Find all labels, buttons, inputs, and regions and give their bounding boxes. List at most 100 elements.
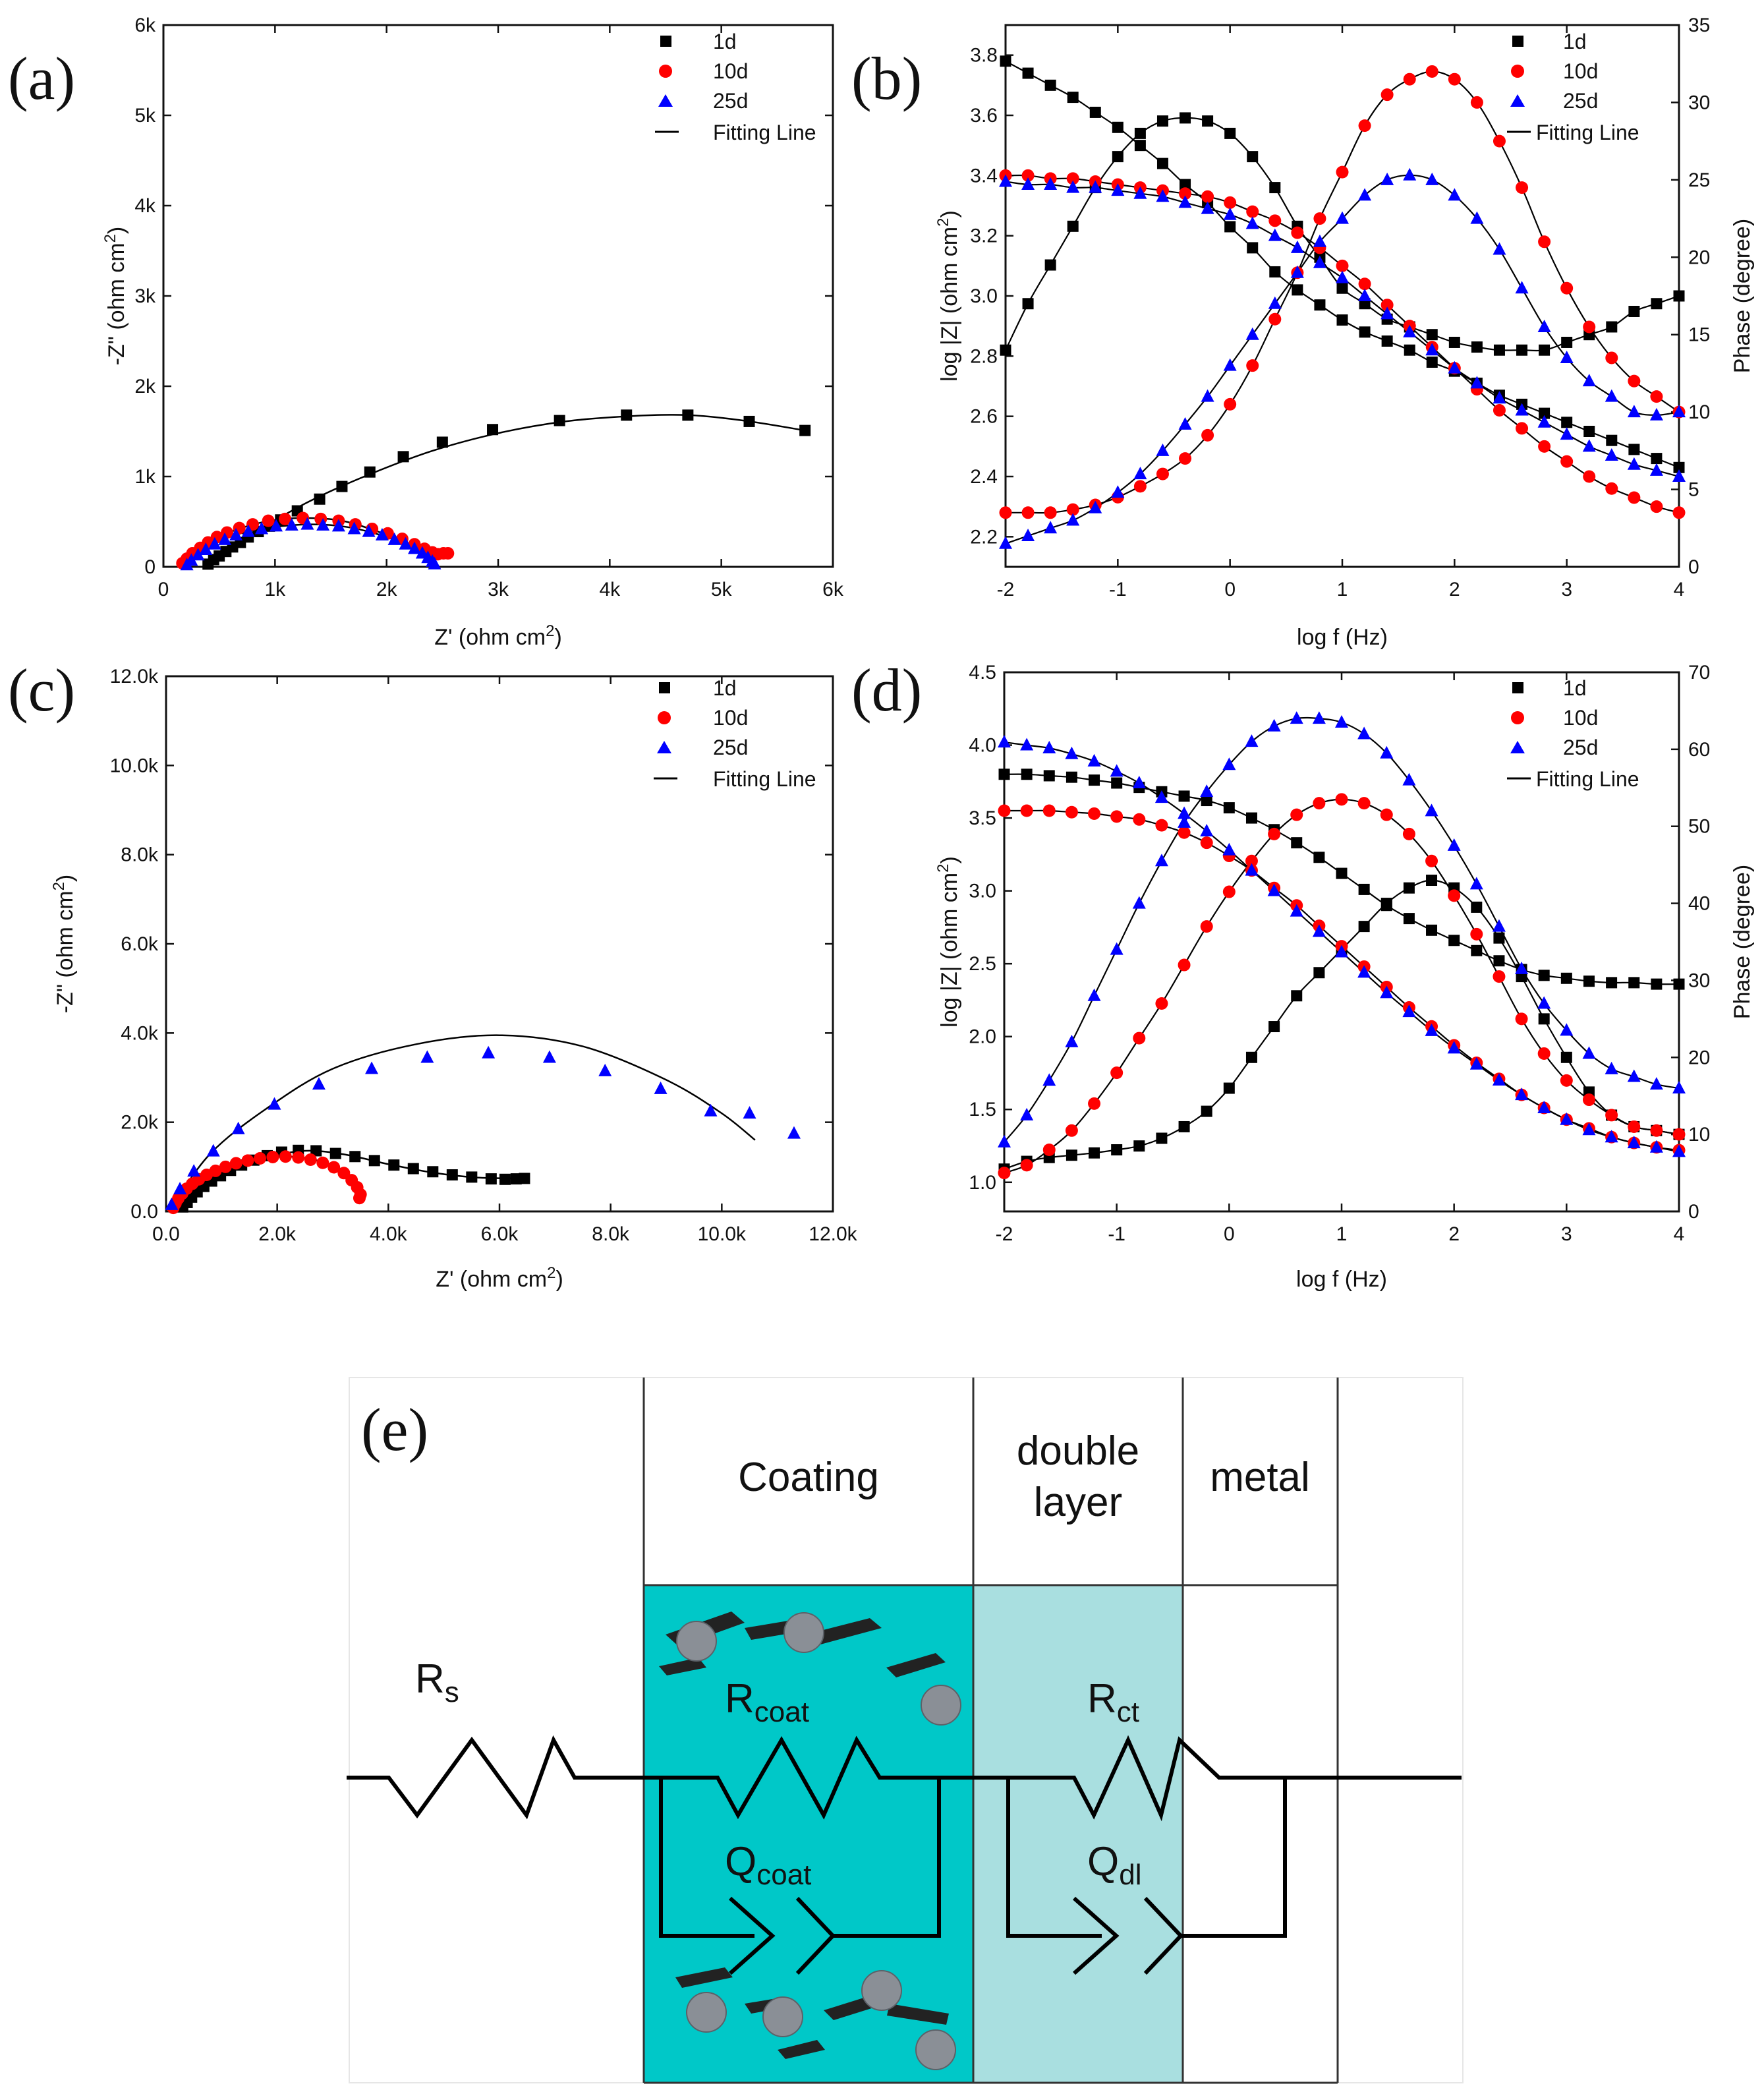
x-tick-label: 5k <box>711 579 733 600</box>
fitting-line-10d-Z- <box>1005 174 1680 513</box>
double-layer-region <box>973 1585 1183 2083</box>
data-point-1d-phase <box>1178 1120 1190 1132</box>
panel-c-nyquist: (c) 0.0 2.0k 4.0k 6.0k 8.0k 10.0k 12.0k 0.0 2.0k… <box>8 656 858 1292</box>
data-point-1d <box>799 424 811 436</box>
data-point-25d <box>420 1050 434 1063</box>
resistor-rct <box>971 1735 1462 1822</box>
y-tick-label: 6.0k <box>121 933 159 955</box>
data-point-10d-phase <box>1380 88 1394 102</box>
y-tick-label: 3.0 <box>969 881 996 902</box>
data-point-25d-phase <box>1223 358 1237 371</box>
x-tick-label: 4 <box>1674 579 1685 600</box>
x-tick-label: 0.0 <box>152 1223 180 1245</box>
data-point-1d <box>466 1171 478 1183</box>
legend-label-25d: 25d <box>713 89 748 113</box>
data-point-10d-phase <box>1380 808 1393 821</box>
rcoat-label: Rcoat <box>725 1676 809 1728</box>
x-tick-label: 4 <box>1674 1223 1685 1245</box>
data-point-25d-phase <box>1672 1081 1686 1094</box>
data-point-1d-phase <box>1380 898 1392 910</box>
y-tick-label: 2.4 <box>970 466 998 488</box>
data-point-25d-phase <box>1066 513 1080 526</box>
panel-e-equivalent-circuit: (e) Coating double layer metal <box>347 1377 1464 2084</box>
data-point-1d-Z- <box>1000 55 1011 67</box>
data-point-25d-phase <box>1582 374 1596 387</box>
data-point-1d-phase <box>1066 1149 1077 1161</box>
data-point-25d <box>375 528 389 541</box>
data-point-25d-phase <box>1156 443 1170 456</box>
data-point-10d-phase <box>1088 1097 1101 1110</box>
y2-tick-label: 15 <box>1688 324 1710 346</box>
data-point-1d-Z- <box>1381 335 1393 347</box>
data-point-25d-Z- <box>1154 790 1168 803</box>
data-point-25d-Z- <box>1156 189 1170 202</box>
data-point-25d-phase <box>1111 485 1125 498</box>
data-points-b <box>999 55 1686 549</box>
data-point-25d-phase <box>998 1134 1011 1148</box>
data-point-10d-phase <box>1313 797 1326 810</box>
data-point-25d-Z- <box>1537 1101 1551 1114</box>
panel-b-bode: (b) -2 -1 0 1 2 3 4 2.2 2.4 2.6 2.8 3.0 3.2 3.4 3.6 3.8… <box>851 15 1755 650</box>
data-point-1d-phase <box>1358 921 1370 933</box>
y-tick-label: 5k <box>134 105 156 127</box>
x-tick-label: 1 <box>1337 579 1348 600</box>
data-point-25d <box>231 1121 245 1134</box>
data-point-1d-Z- <box>1156 158 1168 169</box>
panel-d-bode: (d) -2 -1 0 1 2 3 4 1.0 1.5 2.0 2.5 3.0 3.5 4.0 4.5 0 10… <box>851 656 1755 1292</box>
data-point-1d <box>446 1169 458 1181</box>
y-tick-label: 2.5 <box>969 953 996 975</box>
data-point-10d <box>266 1150 279 1163</box>
data-point-10d-Z- <box>1021 169 1035 182</box>
data-point-25d-Z- <box>1044 177 1058 190</box>
data-point-25d <box>654 1081 668 1094</box>
data-point-10d <box>209 1164 222 1177</box>
data-point-1d-Z- <box>1269 266 1281 277</box>
data-point-10d-phase <box>1560 1074 1573 1087</box>
data-point-1d-Z- <box>1224 221 1236 233</box>
sphere <box>686 1992 727 2033</box>
data-point-10d-phase <box>1179 452 1192 465</box>
data-point-25d-Z- <box>1649 463 1663 476</box>
data-point-10d-Z- <box>1088 807 1101 820</box>
rs-label: Rs <box>415 1656 459 1708</box>
fitting-line-10d-phase <box>1004 798 1680 1174</box>
data-point-10d-phase <box>1336 165 1349 179</box>
data-point-10d-Z- <box>1358 277 1371 291</box>
data-point-10d-phase <box>1246 359 1259 372</box>
y-tick-label: 3.2 <box>970 225 998 247</box>
qcoat-label: Qcoat <box>725 1839 811 1891</box>
data-point-10d <box>262 514 275 527</box>
data-point-10d-phase <box>1448 889 1461 902</box>
data-point-25d-phase <box>1313 234 1326 247</box>
data-point-10d <box>219 1160 232 1173</box>
data-point-10d-phase <box>998 1167 1011 1180</box>
x-tick-label: -2 <box>996 1223 1013 1245</box>
x-tick-label: 2.0k <box>258 1223 297 1245</box>
data-point-10d-phase <box>1628 1120 1641 1133</box>
data-point-1d-Z- <box>1560 972 1572 984</box>
y-axis-label-d: log |Z| (ohm cm2) <box>934 856 963 1028</box>
data-point-10d-phase <box>1155 997 1168 1010</box>
data-point-10d-phase <box>1133 480 1147 493</box>
data-point-25d-phase <box>1560 1023 1574 1036</box>
data-point-25d-phase <box>1268 296 1282 309</box>
data-point-1d-Z- <box>1426 924 1438 936</box>
data-point-25d <box>316 517 330 531</box>
data-point-1d-phase <box>1201 1105 1212 1117</box>
data-point-25d-phase <box>1020 1107 1034 1120</box>
data-point-1d-Z- <box>1291 837 1303 849</box>
data-point-25d <box>255 521 269 535</box>
data-point-25d-phase <box>1021 529 1035 542</box>
y-tick-label: 4.0k <box>121 1022 159 1044</box>
x-tick-label: 6.0k <box>481 1223 519 1245</box>
legend-marker-25d <box>658 94 673 107</box>
data-point-1d-Z- <box>1089 106 1101 118</box>
data-point-25d-Z- <box>1066 180 1080 193</box>
data-point-1d-Z- <box>1134 140 1146 152</box>
data-point-10d-Z- <box>1155 819 1168 832</box>
data-point-1d-phase <box>1561 336 1573 348</box>
data-point-10d <box>254 1151 267 1165</box>
axes-c: 0.0 2.0k 4.0k 6.0k 8.0k 10.0k 12.0k 0.0 2.0k 4.0k… <box>110 666 858 1245</box>
sphere <box>861 1970 902 2011</box>
